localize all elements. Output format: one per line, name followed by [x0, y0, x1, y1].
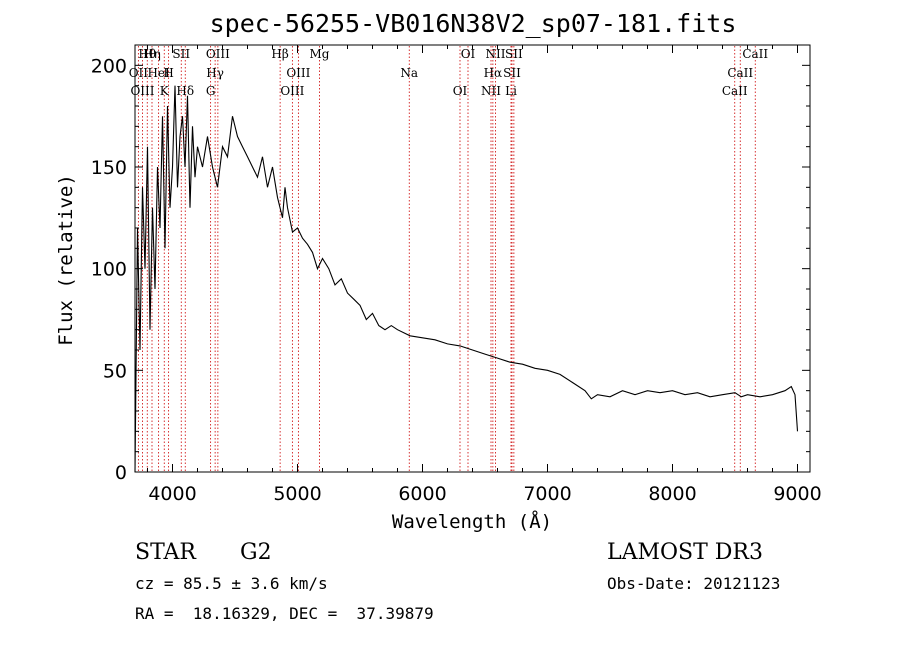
emission-line-label: OI [453, 84, 468, 98]
emission-line-label: Hβ [271, 47, 288, 61]
x-tick-label: 9000 [773, 483, 821, 505]
y-tick-label: 0 [115, 462, 127, 484]
emission-line-label: Na [400, 66, 418, 80]
plot-frame [134, 44, 811, 473]
emission-line-label: K [160, 84, 170, 98]
emission-line-label: SII [503, 66, 521, 80]
x-tick-label: 5000 [273, 483, 321, 505]
survey-name: LAMOST DR3 [607, 540, 763, 565]
x-axis-label: Wavelength (Å) [392, 510, 552, 533]
axis-ticks: 4000 5000 6000 7000 8000 9000 0 50 100 150 200 [91, 45, 822, 505]
emission-line-label: Hγ [206, 66, 224, 80]
x-tick-label: 7000 [523, 483, 571, 505]
emission-line-label: NII [481, 84, 501, 98]
emission-line-label: Hθ [138, 47, 156, 61]
y-tick-label: 150 [91, 157, 127, 179]
emission-line-label: SII [172, 47, 190, 61]
spectrum-line [134, 85, 799, 473]
observation-date: Obs-Date: 20121123 [607, 574, 781, 593]
x-tick-label: 8000 [648, 483, 696, 505]
emission-line-label: HeI [147, 66, 170, 80]
emission-lines [137, 46, 756, 472]
y-tick-label: 200 [91, 55, 127, 77]
emission-line-labels: HθOIIOIIIHηHeIKSIIHHδOIIIHγGHβOIIIOIIIMg… [129, 47, 769, 98]
y-tick-label: 100 [91, 259, 127, 281]
emission-line-label: OIII [130, 84, 154, 98]
emission-line-label: OIII [286, 66, 310, 80]
x-tick-label: 6000 [398, 483, 446, 505]
redshift-value: cz = 85.5 ± 3.6 km/s [135, 574, 328, 593]
emission-line-label: Mg [310, 47, 330, 61]
x-tick-label: 4000 [148, 483, 196, 505]
chart-title: spec-56255-VB016N38V2_sp07-181.fits [210, 9, 737, 38]
emission-line-label: CaII [722, 84, 748, 98]
emission-line-label: CaII [727, 66, 753, 80]
emission-line-label: Hδ [176, 84, 194, 98]
emission-line-label: SII [505, 47, 523, 61]
emission-line-label: OI [461, 47, 476, 61]
object-class: STAR [135, 540, 196, 565]
emission-line-label: OII [129, 66, 149, 80]
y-axis-label: Flux (relative) [55, 174, 77, 346]
emission-line-label: CaII [742, 47, 768, 61]
emission-line-label: H [163, 66, 173, 80]
emission-line-label: Li [505, 84, 517, 98]
emission-line-label: OIII [280, 84, 304, 98]
emission-line-label: Hα [484, 66, 503, 80]
coordinates: RA = 18.16329, DEC = 37.39879 [135, 604, 434, 623]
emission-line-label: NII [486, 47, 506, 61]
emission-line-label: G [206, 84, 216, 98]
emission-line-label: OIII [206, 47, 230, 61]
emission-line-label: Hη [143, 47, 161, 61]
y-tick-label: 50 [103, 360, 127, 382]
object-subclass: G2 [240, 540, 272, 565]
